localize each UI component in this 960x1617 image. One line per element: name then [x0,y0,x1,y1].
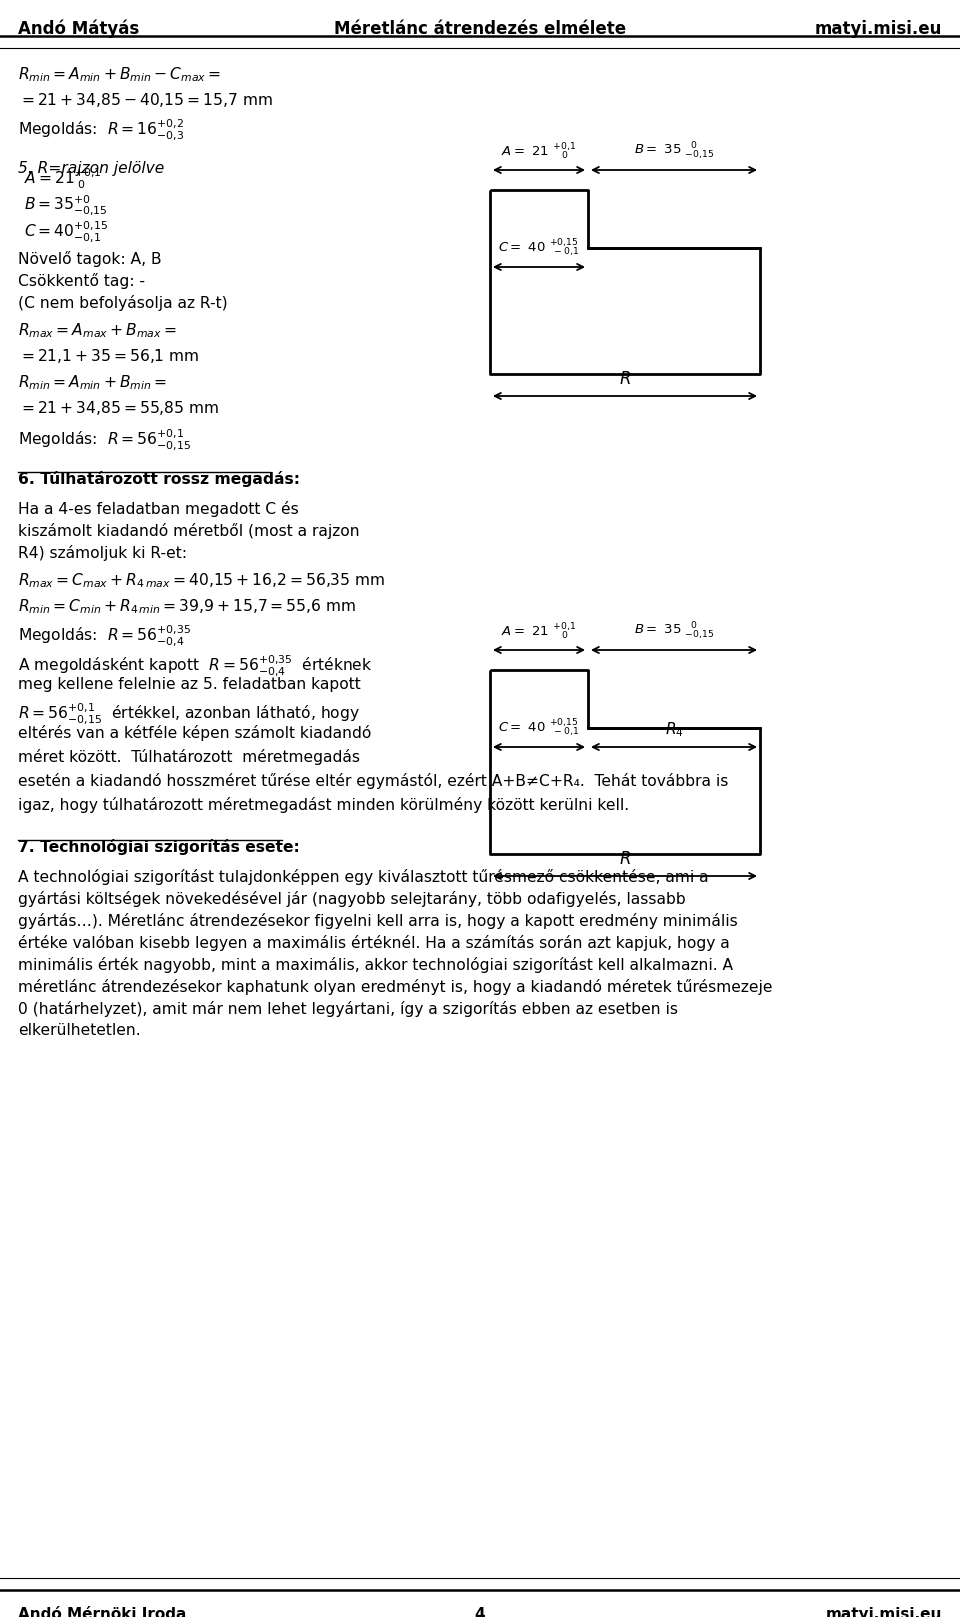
Text: $R_{min} = A_{min} + B_{min} - C_{max} =$: $R_{min} = A_{min} + B_{min} - C_{max} =… [18,65,221,84]
Text: $R_{min} = A_{min} + B_{min} =$: $R_{min} = A_{min} + B_{min} =$ [18,374,167,391]
Text: 6. Túlhatározott rossz megadás:: 6. Túlhatározott rossz megadás: [18,471,300,487]
Text: eltérés van a kétféle képen számolt kiadandó: eltérés van a kétféle képen számolt kiad… [18,724,372,741]
Text: meg kellene felelnie az 5. feladatban kapott: meg kellene felelnie az 5. feladatban ka… [18,678,361,692]
Text: $= 21 + 34{,}85 - 40{,}15 = 15{,}7\ \mathrm{mm}$: $= 21 + 34{,}85 - 40{,}15 = 15{,}7\ \mat… [18,91,273,108]
Text: A technológiai szigorítást tulajdonképpen egy kiválasztott tűrésmező csökkentése: A technológiai szigorítást tulajdonképpe… [18,868,708,884]
Text: Ha a 4-es feladatban megadott C és: Ha a 4-es feladatban megadott C és [18,501,299,517]
Text: Megoldás:  $R = 56^{+0{,}1}_{-0{,}15}$: Megoldás: $R = 56^{+0{,}1}_{-0{,}15}$ [18,427,191,451]
Text: matyi.misi.eu: matyi.misi.eu [815,19,942,39]
Text: $A{=}\ 21\ ^{+0{,}1}_{\ \ \ 0}$: $A{=}\ 21\ ^{+0{,}1}_{\ \ \ 0}$ [501,142,577,162]
Text: Méretlánc átrendezés elmélete: Méretlánc átrendezés elmélete [334,19,626,39]
Text: elkerülhetetlen.: elkerülhetetlen. [18,1024,140,1038]
Text: Csökkentő tag: -: Csökkentő tag: - [18,273,145,289]
Text: $R_{min} = C_{min} + R_{4\,min} = 39{,}9 + 15{,}7 = 55{,}6\ \mathrm{mm}$: $R_{min} = C_{min} + R_{4\,min} = 39{,}9… [18,597,356,616]
Text: $B = 35^{+0}_{-0{,}15}$: $B = 35^{+0}_{-0{,}15}$ [24,192,108,217]
Text: $R$: $R$ [619,370,631,388]
Text: Andó Mérnöki Iroda: Andó Mérnöki Iroda [18,1607,186,1617]
Text: esetén a kiadandó hosszméret tűrése eltér egymástól, ezért A+B≠C+R₄.  Tehát tová: esetén a kiadandó hosszméret tűrése elté… [18,773,729,789]
Text: $A = 21^{+0{,}1}_{\ 0}$: $A = 21^{+0{,}1}_{\ 0}$ [24,167,102,191]
Text: gyártás…). Méretlánc átrendezésekor figyelni kell arra is, hogy a kapott eredmén: gyártás…). Méretlánc átrendezésekor figy… [18,914,737,930]
Text: 5. R=rajzon jelölve: 5. R=rajzon jelölve [18,162,164,176]
Text: minimális érték nagyobb, mint a maximális, akkor technológiai szigorítást kell a: minimális érték nagyobb, mint a maximáli… [18,957,733,973]
Text: $= 21{,}1 + 35 = 56{,}1\ \mathrm{mm}$: $= 21{,}1 + 35 = 56{,}1\ \mathrm{mm}$ [18,348,200,365]
Text: 4: 4 [474,1607,486,1617]
Text: $B{=}\ 35\ ^{\ \ 0}_{-0{,}15}$: $B{=}\ 35\ ^{\ \ 0}_{-0{,}15}$ [634,621,714,642]
Text: igaz, hogy túlhatározott méretmegadást minden körülmény között kerülni kell.: igaz, hogy túlhatározott méretmegadást m… [18,797,629,813]
Text: Növelő tagok: A, B: Növelő tagok: A, B [18,251,161,267]
Text: R4) számoljuk ki R-et:: R4) számoljuk ki R-et: [18,545,187,561]
Text: kiszámolt kiadandó méretből (most a rajzon: kiszámolt kiadandó méretből (most a rajz… [18,522,360,538]
Text: $B{=}\ 35\ ^{\ \ 0}_{-0{,}15}$: $B{=}\ 35\ ^{\ \ 0}_{-0{,}15}$ [634,141,714,162]
Text: A megoldásként kapott  $R = 56^{+0{,}35}_{-0{,}4}$  értéknek: A megoldásként kapott $R = 56^{+0{,}35}_… [18,653,372,678]
Text: $R = 56^{+0{,}1}_{-0{,}15}$  értékkel, azonban látható, hogy: $R = 56^{+0{,}1}_{-0{,}15}$ értékkel, az… [18,702,360,726]
Text: 0 (határhelyzet), amit már nem lehet legyártani, így a szigorítás ebben az esetb: 0 (határhelyzet), amit már nem lehet leg… [18,1001,678,1017]
Text: $A{=}\ 21\ ^{+0{,}1}_{\ \ \ 0}$: $A{=}\ 21\ ^{+0{,}1}_{\ \ \ 0}$ [501,621,577,642]
Text: matyi.misi.eu: matyi.misi.eu [826,1607,942,1617]
Text: $R$: $R$ [619,851,631,868]
Text: $C{=}\ 40\ ^{+0{,}15}_{\ -0{,}1}$: $C{=}\ 40\ ^{+0{,}15}_{\ -0{,}1}$ [498,238,580,259]
Text: Andó Mátyás: Andó Mátyás [18,19,139,39]
Text: méretlánc átrendezésekor kaphatunk olyan eredményt is, hogy a kiadandó méretek t: méretlánc átrendezésekor kaphatunk olyan… [18,978,773,994]
Text: Megoldás:  $R = 56^{+0{,}35}_{-0{,}4}$: Megoldás: $R = 56^{+0{,}35}_{-0{,}4}$ [18,623,191,648]
Text: Megoldás:  $R = 16^{+0{,}2}_{-0{,}3}$: Megoldás: $R = 16^{+0{,}2}_{-0{,}3}$ [18,116,184,142]
Text: $R_{max} = A_{max} + B_{max} =$: $R_{max} = A_{max} + B_{max} =$ [18,322,177,340]
Text: $C = 40^{+0{,}15}_{-0{,}1}$: $C = 40^{+0{,}15}_{-0{,}1}$ [24,218,108,244]
Text: értéke valóban kisebb legyen a maximális értéknél. Ha a számítás során azt kapju: értéke valóban kisebb legyen a maximális… [18,935,730,951]
Text: $R_{max} = C_{max} + R_{4\,max} = 40{,}15 + 16{,}2 = 56{,}35\ \mathrm{mm}$: $R_{max} = C_{max} + R_{4\,max} = 40{,}1… [18,571,386,590]
Text: $C{=}\ 40\ ^{+0{,}15}_{\ -0{,}1}$: $C{=}\ 40\ ^{+0{,}15}_{\ -0{,}1}$ [498,718,580,739]
Text: 7. Technológiai szigorítás esete:: 7. Technológiai szigorítás esete: [18,839,300,855]
Text: gyártási költségek növekedésével jár (nagyobb selejtarány, több odafigyelés, las: gyártási költségek növekedésével jár (na… [18,891,685,907]
Text: $= 21 + 34{,}85 = 55{,}85\ \mathrm{mm}$: $= 21 + 34{,}85 = 55{,}85\ \mathrm{mm}$ [18,399,219,417]
Text: $R_4$: $R_4$ [664,720,684,739]
Text: méret között.  Túlhatározott  méretmegadás: méret között. Túlhatározott méretmegadás [18,749,360,765]
Text: (C nem befolyásolja az R-t): (C nem befolyásolja az R-t) [18,294,228,310]
